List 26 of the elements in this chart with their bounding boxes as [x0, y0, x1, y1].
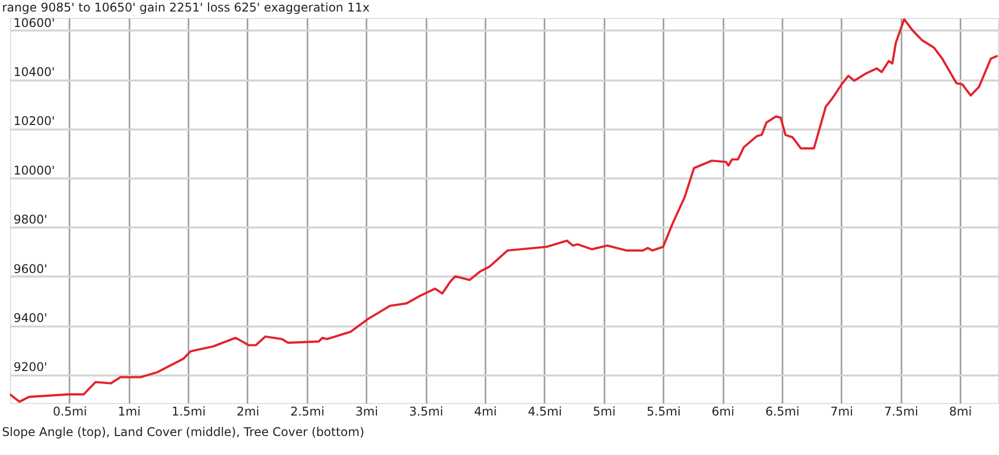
x-tick-label: 7.5mi [884, 404, 918, 418]
y-tick-label: 9200' [14, 360, 48, 374]
x-tick-label: 0.5mi [52, 404, 87, 418]
x-tick-label: 5.5mi [646, 404, 681, 418]
y-tick-label: 9800' [14, 212, 48, 227]
x-tick-label: 5mi [592, 404, 616, 418]
y-tick-label: 10000' [14, 163, 55, 178]
x-tick-label: 2mi [236, 404, 260, 418]
chart-title: range 9085' to 10650' gain 2251' loss 625' exaggeration 11x [2, 0, 370, 14]
y-tick-label: 9600' [14, 262, 48, 276]
x-tick-label: 7mi [830, 404, 854, 418]
x-tick-label: 1mi [118, 404, 141, 418]
text: Slope Angle (top), Land Cover (middle), Tree Cover (bottom) [2, 425, 364, 439]
x-tick-label: 4.5mi [528, 404, 562, 418]
x-tick-label: 3mi [355, 404, 378, 418]
x-tick-label: 4mi [474, 404, 497, 418]
x-tick-label: 8mi [949, 404, 972, 418]
x-tick-label: 6.5mi [765, 404, 800, 418]
y-tick-label: 10200' [14, 114, 55, 128]
x-tick-label: 6mi [712, 404, 734, 418]
x-tick-label: 1.5mi [172, 404, 206, 418]
x-tick-label: 2.5mi [290, 404, 324, 418]
y-tick-label: 9400' [14, 311, 48, 326]
y-tick-label: 10400' [14, 65, 55, 79]
x-tick-label: 3.5mi [409, 404, 444, 418]
y-tick-label: 10600' [14, 16, 55, 30]
